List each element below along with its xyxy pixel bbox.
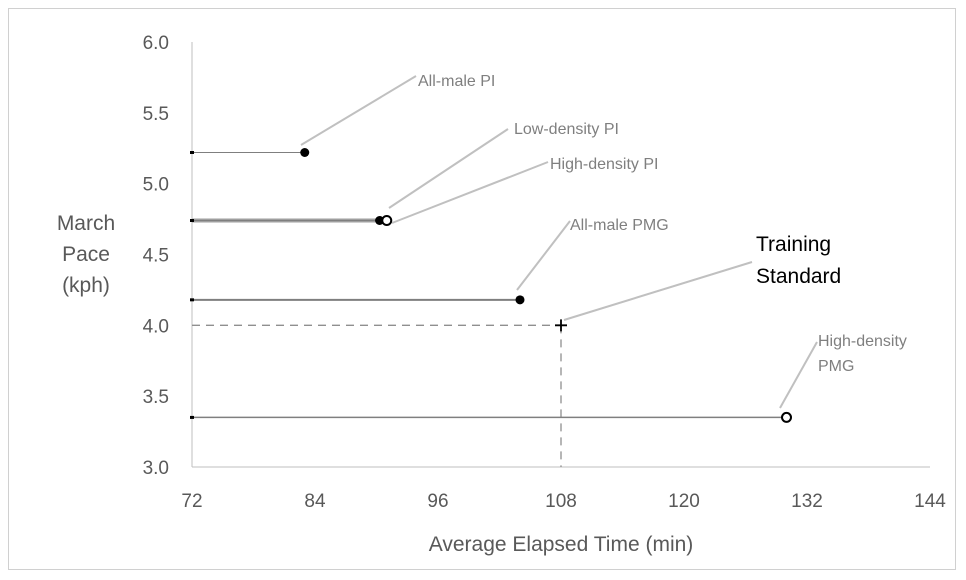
training-standard-guides <box>192 324 562 467</box>
chart-frame <box>8 8 956 570</box>
annotation-high-density-pmg-line-2: PMG <box>818 358 854 375</box>
annotation-training-standard-line-2: Standard <box>756 265 841 288</box>
point-all-male-pmg <box>515 295 525 305</box>
y-tick-label: 4.5 <box>143 246 169 267</box>
annotation-low-density-pi: Low-density PI <box>514 121 619 138</box>
annotation-high-density-pmg-line-1: High-density <box>818 333 907 350</box>
y-tick-label: 5.5 <box>143 104 169 125</box>
x-tick-labels: 72 84 96 108 120 132 144 <box>181 491 946 512</box>
y-tick-label: 6.0 <box>143 33 169 54</box>
leader-line-all-male-pmg <box>516 220 571 291</box>
y-tick-label: 3.5 <box>143 387 169 408</box>
y-tick-label: 3.0 <box>143 458 169 479</box>
annotation-all-male-pmg: All-male PMG <box>570 217 669 234</box>
x-tick-label: 132 <box>791 491 823 512</box>
x-tick-label: 108 <box>545 491 577 512</box>
point-training-standard <box>555 319 567 332</box>
y-tick-label: 4.0 <box>143 316 169 337</box>
leader-line-high-density-pi <box>391 161 549 224</box>
x-tick-label: 96 <box>427 491 448 512</box>
annotation-training-standard-line-1: Training <box>756 233 831 256</box>
leader-line-low-density-pi <box>388 128 509 209</box>
x-tick-label: 72 <box>181 491 202 512</box>
series-start-tick-high-density-pmg <box>190 415 194 419</box>
y-tick-label: 5.0 <box>143 175 169 196</box>
point-high-density-pi <box>381 215 393 226</box>
y-axis-title-line-2: Pace <box>62 243 110 266</box>
x-tick-label: 120 <box>668 491 700 512</box>
point-all-male-pi <box>300 148 310 157</box>
point-high-density-pmg <box>781 411 792 423</box>
leader-line-high-density-pmg <box>779 341 818 409</box>
y-tick-labels: 3.0 3.5 4.0 4.5 5.0 5.5 6.0 <box>143 33 169 479</box>
annotation-all-male-pi: All-male PI <box>418 73 495 90</box>
x-tick-label: 84 <box>304 491 326 512</box>
annotation-leaders <box>300 75 818 409</box>
series-start-tick-all-male-pmg <box>190 298 194 302</box>
annotation-high-density-pi: High-density PI <box>550 156 659 173</box>
leader-line-training-standard <box>563 261 753 321</box>
leader-line-all-male-pi <box>300 75 417 146</box>
series-start-tick-high-density-pi <box>190 219 194 222</box>
x-axis-title: Average Elapsed Time (min) <box>429 533 694 556</box>
y-axis-title-line-1: March <box>57 212 115 235</box>
y-axis-title-line-3: (kph) <box>62 274 110 297</box>
x-tick-label: 144 <box>914 491 946 512</box>
series-start-tick-all-male-pi <box>190 151 194 154</box>
series-lines <box>190 151 787 419</box>
series-markers <box>300 148 792 423</box>
